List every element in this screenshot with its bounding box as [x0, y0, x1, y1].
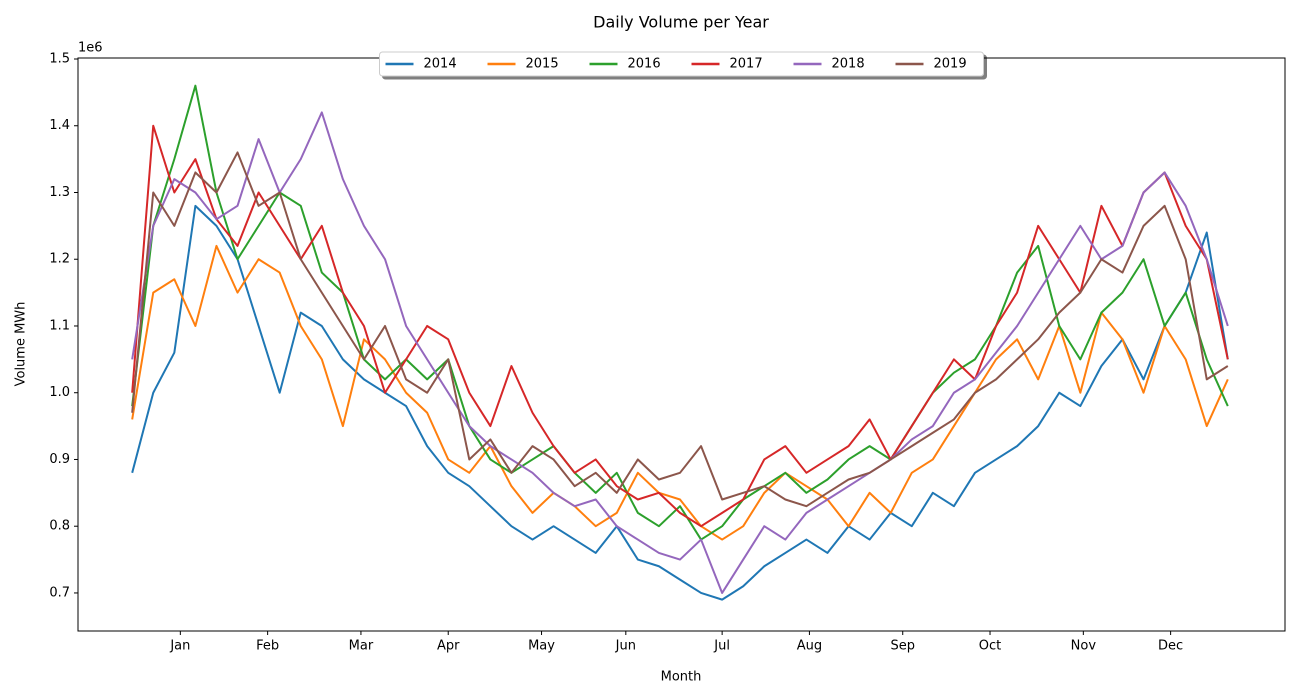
y-tick-label: 1.2 [49, 252, 70, 267]
y-tick-label: 0.7 [49, 585, 70, 600]
y-tick-label: 1.0 [49, 385, 70, 400]
x-tick-label: Mar [349, 639, 374, 654]
x-tick-label: Feb [256, 639, 279, 654]
y-tick-label: 1.5 [49, 52, 70, 67]
plot-frame [77, 57, 1286, 632]
legend-label: 2018 [832, 57, 865, 72]
legend-box [379, 51, 984, 77]
x-tick-label: Dec [1158, 639, 1183, 654]
x-axis-label: Month [661, 670, 702, 685]
x-tick-label: Nov [1071, 639, 1097, 654]
y-offset-label: 1e6 [78, 41, 103, 56]
x-tick-label: Oct [979, 639, 1001, 654]
series-line [131, 244, 1229, 541]
series-line [131, 204, 1229, 601]
x-tick-label: May [528, 639, 555, 654]
series-line [131, 84, 1229, 541]
legend-label: 2014 [424, 57, 457, 72]
y-tick-label: 1.4 [49, 118, 70, 133]
legend: 2014 2015 2016 2017 2018 2019 [379, 51, 984, 77]
legend-label: 2015 [526, 57, 559, 72]
legend-label: 2016 [628, 57, 661, 72]
series-line [131, 111, 1229, 594]
series-line [131, 151, 1229, 508]
x-tick-label: Jul [713, 639, 730, 654]
y-tick-label: 1.1 [49, 318, 70, 333]
x-tick-label: Aug [797, 639, 822, 654]
x-tick-label: Jun [615, 639, 636, 654]
y-axis-label: Volume MWh [14, 302, 29, 387]
x-tick-label: Jan [169, 639, 190, 654]
legend-label: 2019 [934, 57, 967, 72]
chart-title: Daily Volume per Year [593, 13, 769, 32]
x-tick-label: Sep [890, 639, 915, 654]
y-tick-label: 0.8 [49, 519, 70, 534]
y-tick-label: 1.3 [49, 185, 70, 200]
y-tick-label: 0.9 [49, 452, 70, 467]
legend-label: 2017 [730, 57, 763, 72]
series-line [131, 124, 1229, 528]
x-tick-label: Apr [437, 639, 460, 654]
